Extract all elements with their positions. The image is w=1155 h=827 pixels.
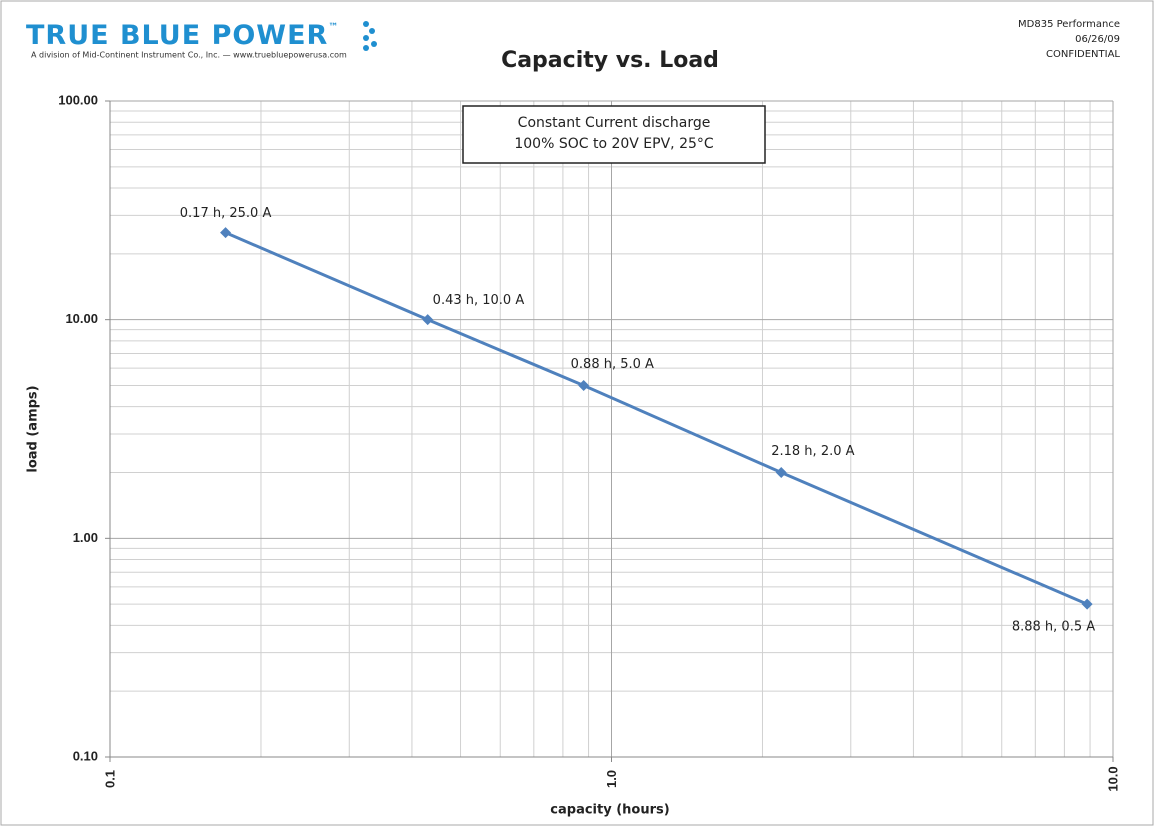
point-marker [220, 227, 232, 239]
doc-status: CONFIDENTIAL [1046, 49, 1120, 60]
y-tick-label: 1.00 [73, 530, 98, 545]
x-tick-label: 1.0 [604, 770, 619, 788]
y-tick-label: 10.00 [65, 311, 98, 326]
y-axis-label: load (amps) [26, 385, 41, 472]
x-axis-label: capacity (hours) [550, 803, 669, 818]
data-label: 8.88 h, 0.5 A [1012, 620, 1095, 635]
logo-dots [363, 21, 377, 51]
plot: 0.17 h, 25.0 A 0.43 h, 10.0 A 0.88 h, 5.0 … [180, 206, 1095, 635]
data-label: 2.18 h, 2.0 A [771, 444, 854, 459]
trademark: ™ [328, 22, 339, 33]
y-tick-label: 0.10 [73, 748, 98, 763]
tagline: A division of Mid-Continent Instrument C… [31, 51, 347, 60]
annotation: Constant Current discharge [518, 115, 711, 131]
doc-id: MD835 Performance [1018, 19, 1120, 30]
point-marker [775, 467, 787, 479]
chart-title: Capacity vs. Load [501, 48, 719, 73]
point-marker [1081, 598, 1093, 610]
brand: TRUE BLUE POWER™ [26, 20, 339, 51]
point-marker [422, 314, 434, 326]
data-label: 0.17 h, 25.0 A [180, 206, 272, 221]
doc-date: 06/26/09 [1075, 34, 1120, 45]
point-marker [578, 379, 590, 391]
data-label: 0.43 h, 10.0 A [433, 293, 525, 308]
annotation-box [462, 105, 766, 164]
x-tick-label: 10.0 [1105, 766, 1120, 791]
x-tick-label: 0.1 [102, 770, 117, 788]
y-tick-label: 100.00 [58, 92, 98, 107]
annotation: 100% SOC to 20V EPV, 25°C [514, 136, 714, 152]
data-label: 0.88 h, 5.0 A [571, 357, 654, 372]
brand-text: TRUE BLUE POWER [26, 20, 328, 51]
